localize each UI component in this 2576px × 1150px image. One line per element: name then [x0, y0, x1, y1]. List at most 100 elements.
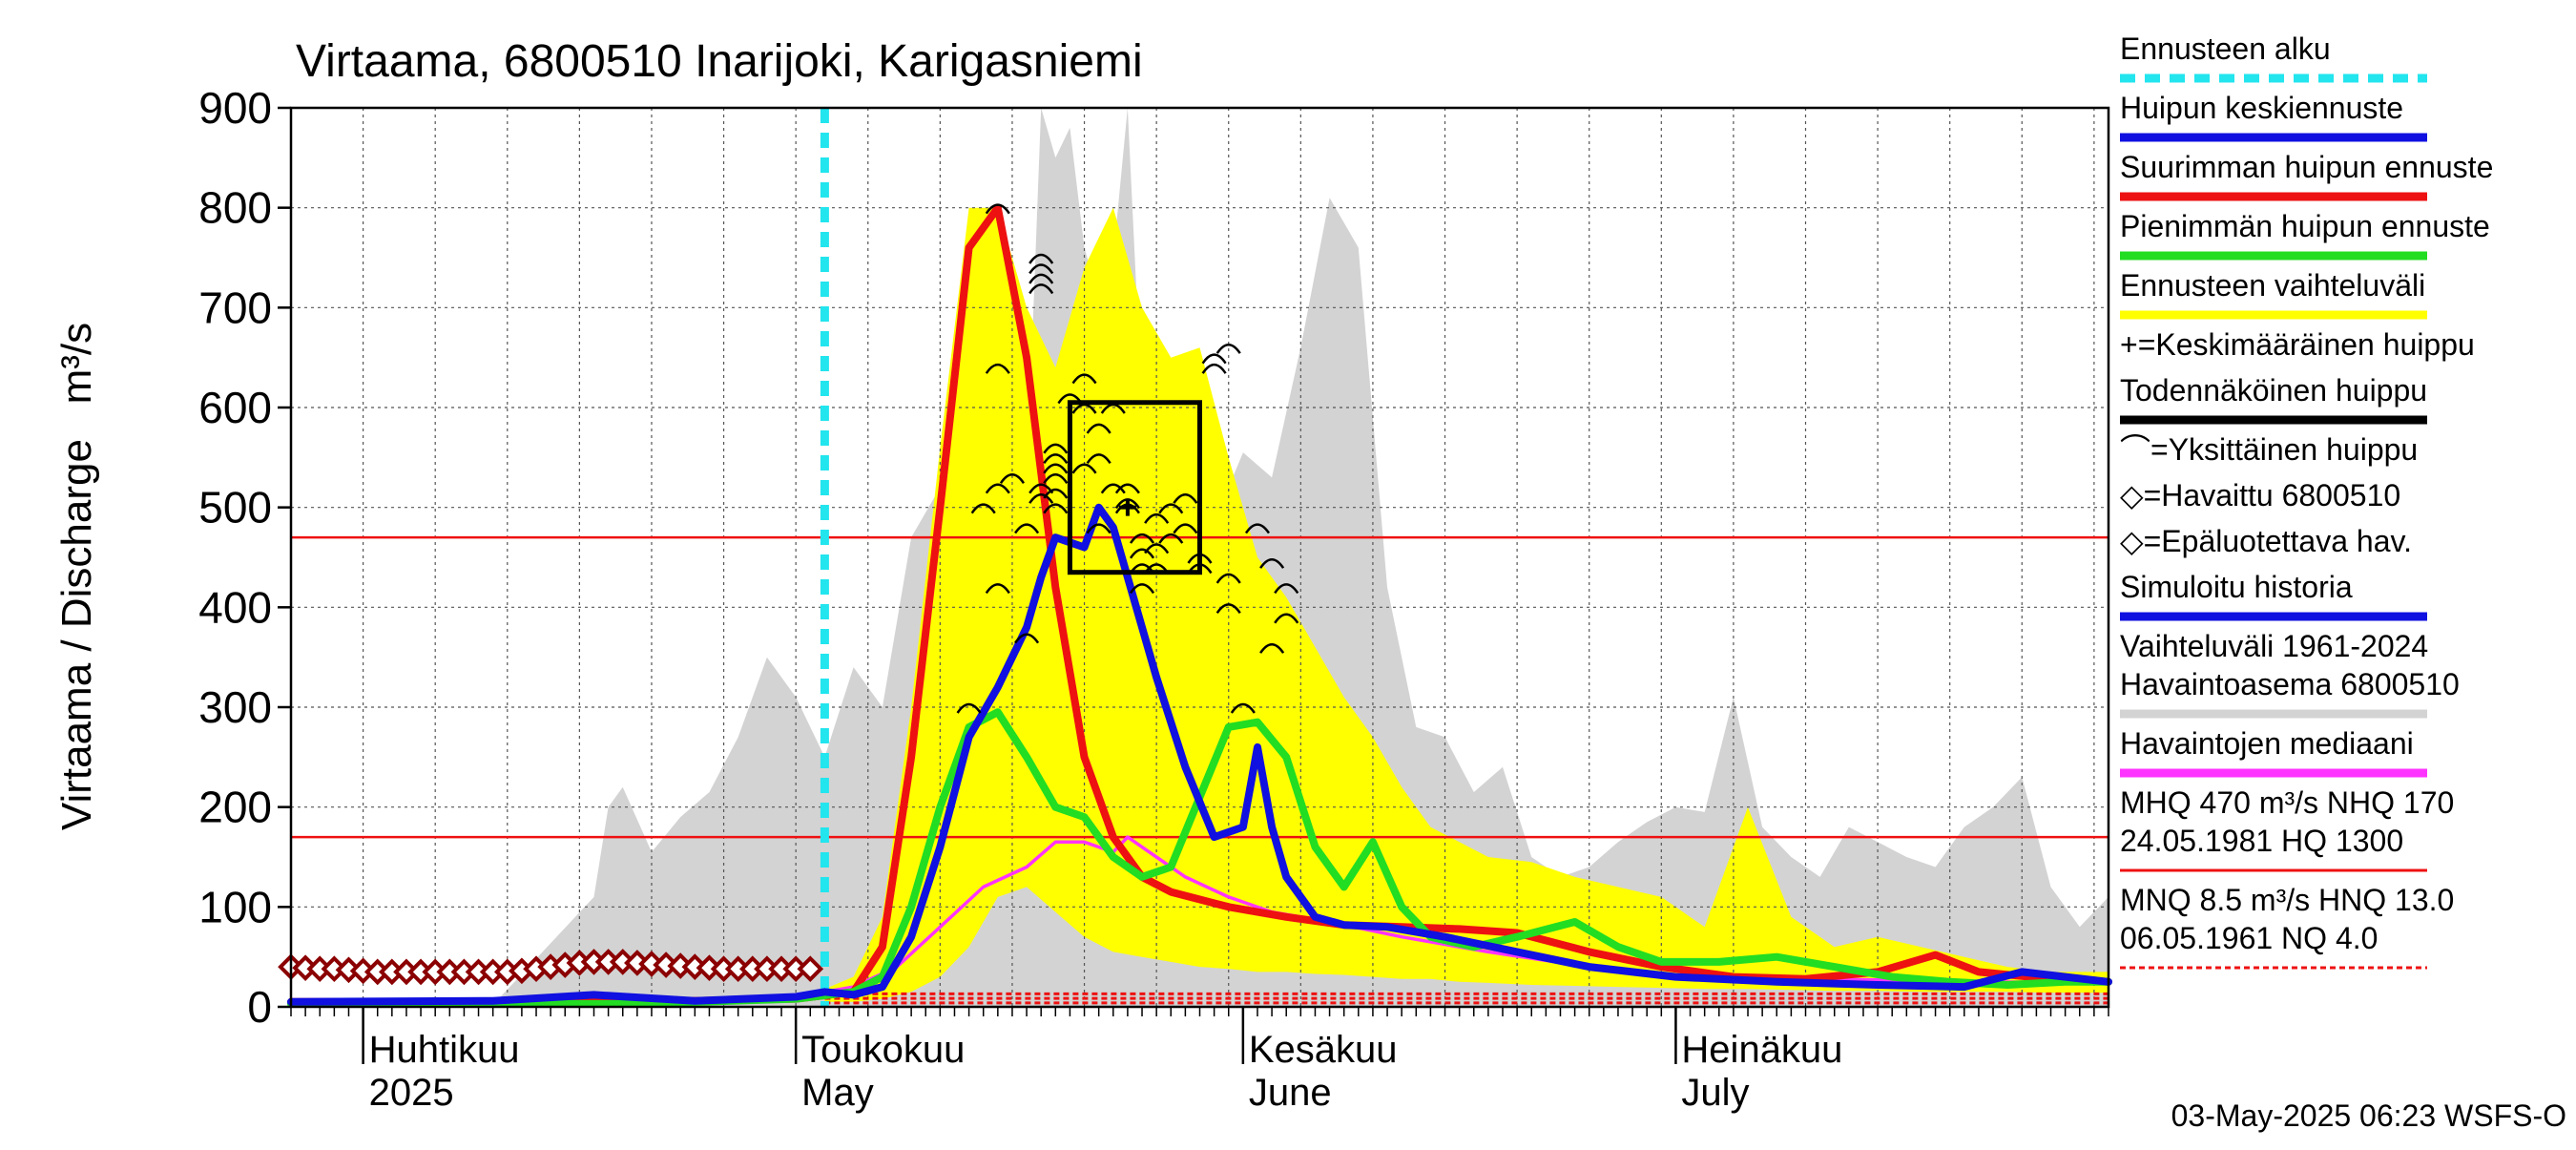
- individual-peak-marker: [1259, 642, 1285, 654]
- individual-peak-marker: [1014, 523, 1040, 534]
- individual-peak-marker: [970, 503, 996, 514]
- individual-peak-marker: [1086, 523, 1111, 534]
- y-tick-label: 900: [198, 83, 272, 133]
- individual-peak-marker: [1043, 453, 1069, 465]
- legend-label: Suurimman huipun ennuste: [2120, 150, 2493, 184]
- probable-peak-box: [1067, 400, 1203, 575]
- legend-item-simuloitu-historia: Simuloitu historia: [2120, 570, 2427, 621]
- individual-peak-marker: [1129, 583, 1155, 595]
- y-tick-label: 700: [198, 282, 272, 332]
- legend-label: MHQ 470 m³/s NHQ 170: [2120, 785, 2454, 820]
- individual-peak-marker: [1043, 473, 1069, 484]
- individual-peak-marker: [1014, 633, 1040, 644]
- individual-peak-marker: [1187, 563, 1213, 575]
- line-huipun-keskiennuste: [287, 503, 2112, 1006]
- legend-label: MNQ 8.5 m³/s HNQ 13.0: [2120, 883, 2454, 917]
- legend-item-ennusteen-vaihteluv-li: Ennusteen vaihteluväli: [2120, 268, 2427, 320]
- y-axis-label: Virtaama / Discharge m³/s: [53, 323, 100, 830]
- y-tick-label: 0: [247, 982, 272, 1032]
- legend-item-todenn-k-inen-huippu: Todennäköinen huippu: [2120, 373, 2427, 425]
- legend-item-keskim-r-inen-huippu: +=Keskimääräinen huippu: [2120, 327, 2475, 362]
- individual-peak-marker: [1100, 483, 1126, 494]
- legend-label: 24.05.1981 HQ 1300: [2120, 824, 2403, 858]
- series-lines: [287, 203, 2112, 1008]
- individual-peak-marker: [1244, 523, 1271, 534]
- individual-peak-marker: [1114, 503, 1140, 514]
- y-tick-label: 500: [198, 483, 272, 533]
- individual-peak-marker: [1028, 492, 1054, 504]
- legend-label: Vaihteluväli 1961-2024: [2120, 629, 2428, 663]
- individual-peak-marker: [1187, 553, 1213, 564]
- line-pienimm-n-huipun-ennuste: [287, 708, 2112, 1008]
- individual-peak-marker: [1057, 393, 1083, 405]
- x-month-label-en: 2025: [369, 1072, 454, 1114]
- legend-label: Huipun keskiennuste: [2120, 91, 2403, 125]
- individual-peak-marker: [1043, 503, 1069, 514]
- legend-item-mhq-470-m-s-nhq-170-24-05-1981-hq-1300: MHQ 470 m³/s NHQ 170 24.05.1981 HQ 1300: [2120, 785, 2454, 872]
- individual-peak-marker: [985, 583, 1010, 595]
- individual-peak-marker: [1043, 443, 1069, 454]
- individual-peak-marker: [1274, 583, 1299, 595]
- x-month-label-fi: Heinäkuu: [1681, 1029, 1842, 1071]
- individual-peak-marker: [1158, 533, 1184, 544]
- individual-peak-marker: [1028, 263, 1054, 275]
- individual-peak-marker: [1028, 273, 1054, 284]
- legend-item-ep-luotettava-hav: ◇=Epäluotettava hav.: [2120, 524, 2412, 558]
- legend-item-havaintojen-mediaani: Havaintojen mediaani: [2120, 726, 2427, 778]
- legend-item-huipun-keskiennuste: Huipun keskiennuste: [2120, 91, 2427, 142]
- legend-item-ennusteen-alku: Ennusteen alku: [2120, 31, 2427, 83]
- axes: 0 100 200 300 400 500 600 700 800 900 Huhtikuu2025…: [198, 83, 2110, 1114]
- y-tick-label: 300: [198, 682, 272, 732]
- legend-label: Simuloitu historia: [2120, 570, 2353, 604]
- legend-item-mnq-8-5-m-s-hnq-13-0-06-05-1961-nq-4-0: MNQ 8.5 m³/s HNQ 13.0 06.05.1961 NQ 4.0: [2120, 883, 2454, 970]
- individual-peak-marker: [1028, 253, 1054, 264]
- series-markers: [278, 203, 1299, 986]
- individual-peak-marker: [999, 473, 1025, 484]
- legend-item-yksitt-inen-huippu: ⌒=Yksittäinen huippu: [2120, 432, 2418, 467]
- legend-label: Havaintoasema 6800510: [2120, 667, 2460, 701]
- individual-peak-marker: [1129, 533, 1155, 544]
- y-tick-label: 200: [198, 783, 272, 832]
- legend-label: ◇=Havaittu 6800510: [2120, 478, 2400, 512]
- individual-peak-marker: [1071, 403, 1097, 414]
- legend-label: 06.05.1961 NQ 4.0: [2120, 921, 2378, 955]
- legend-label: +=Keskimääräinen huippu: [2120, 327, 2475, 362]
- x-month-label-fi: Toukokuu: [801, 1029, 965, 1071]
- individual-peak-marker: [1173, 492, 1198, 504]
- individual-peak-marker: [956, 702, 982, 714]
- individual-peak-marker: [1071, 463, 1097, 474]
- line-suurimman-huipun-ennuste: [287, 203, 2112, 1006]
- individual-peak-marker: [1100, 403, 1126, 414]
- y-tick-label: 800: [198, 183, 272, 233]
- individual-peak-marker: [1215, 603, 1241, 615]
- y-tick-label: 400: [198, 582, 272, 632]
- individual-peak-marker: [1114, 498, 1140, 510]
- legend-label: Pienimmän huipun ennuste: [2120, 209, 2490, 243]
- x-month-label-fi: Kesäkuu: [1249, 1029, 1398, 1071]
- individual-peak-marker: [1071, 373, 1097, 385]
- y-tick-label: 100: [198, 882, 272, 931]
- x-month-label-en: May: [801, 1072, 874, 1114]
- x-month-label-fi: Huhtikuu: [369, 1029, 520, 1071]
- legend-item-pienimm-n-huipun-ennuste: Pienimmän huipun ennuste: [2120, 209, 2490, 261]
- individual-peak-marker: [1230, 702, 1256, 714]
- individual-peak-marker: [1114, 483, 1140, 494]
- individual-peak-marker: [985, 483, 1010, 494]
- individual-peak-marker: [1259, 558, 1285, 569]
- individual-peak-marker: [1173, 523, 1198, 534]
- individual-peak-marker: [1144, 512, 1170, 524]
- legend-label: Ennusteen alku: [2120, 31, 2331, 66]
- legend-label: Ennusteen vaihteluväli: [2120, 268, 2425, 303]
- individual-peak-marker: [1274, 613, 1299, 624]
- legend-label: Havaintojen mediaani: [2120, 726, 2414, 761]
- legend-label: ◇=Epäluotettava hav.: [2120, 524, 2412, 558]
- chart-title: Virtaama, 6800510 Inarijoki, Karigasniem…: [296, 36, 1143, 87]
- individual-peak-marker: [1086, 423, 1111, 434]
- individual-peak-marker: [1144, 543, 1170, 554]
- individual-peak-marker: [1215, 573, 1241, 584]
- band-ennusteen-vaihteluv-li: [824, 207, 2109, 1002]
- individual-peak-marker: [1086, 453, 1111, 465]
- individual-peak-marker: [985, 363, 1010, 374]
